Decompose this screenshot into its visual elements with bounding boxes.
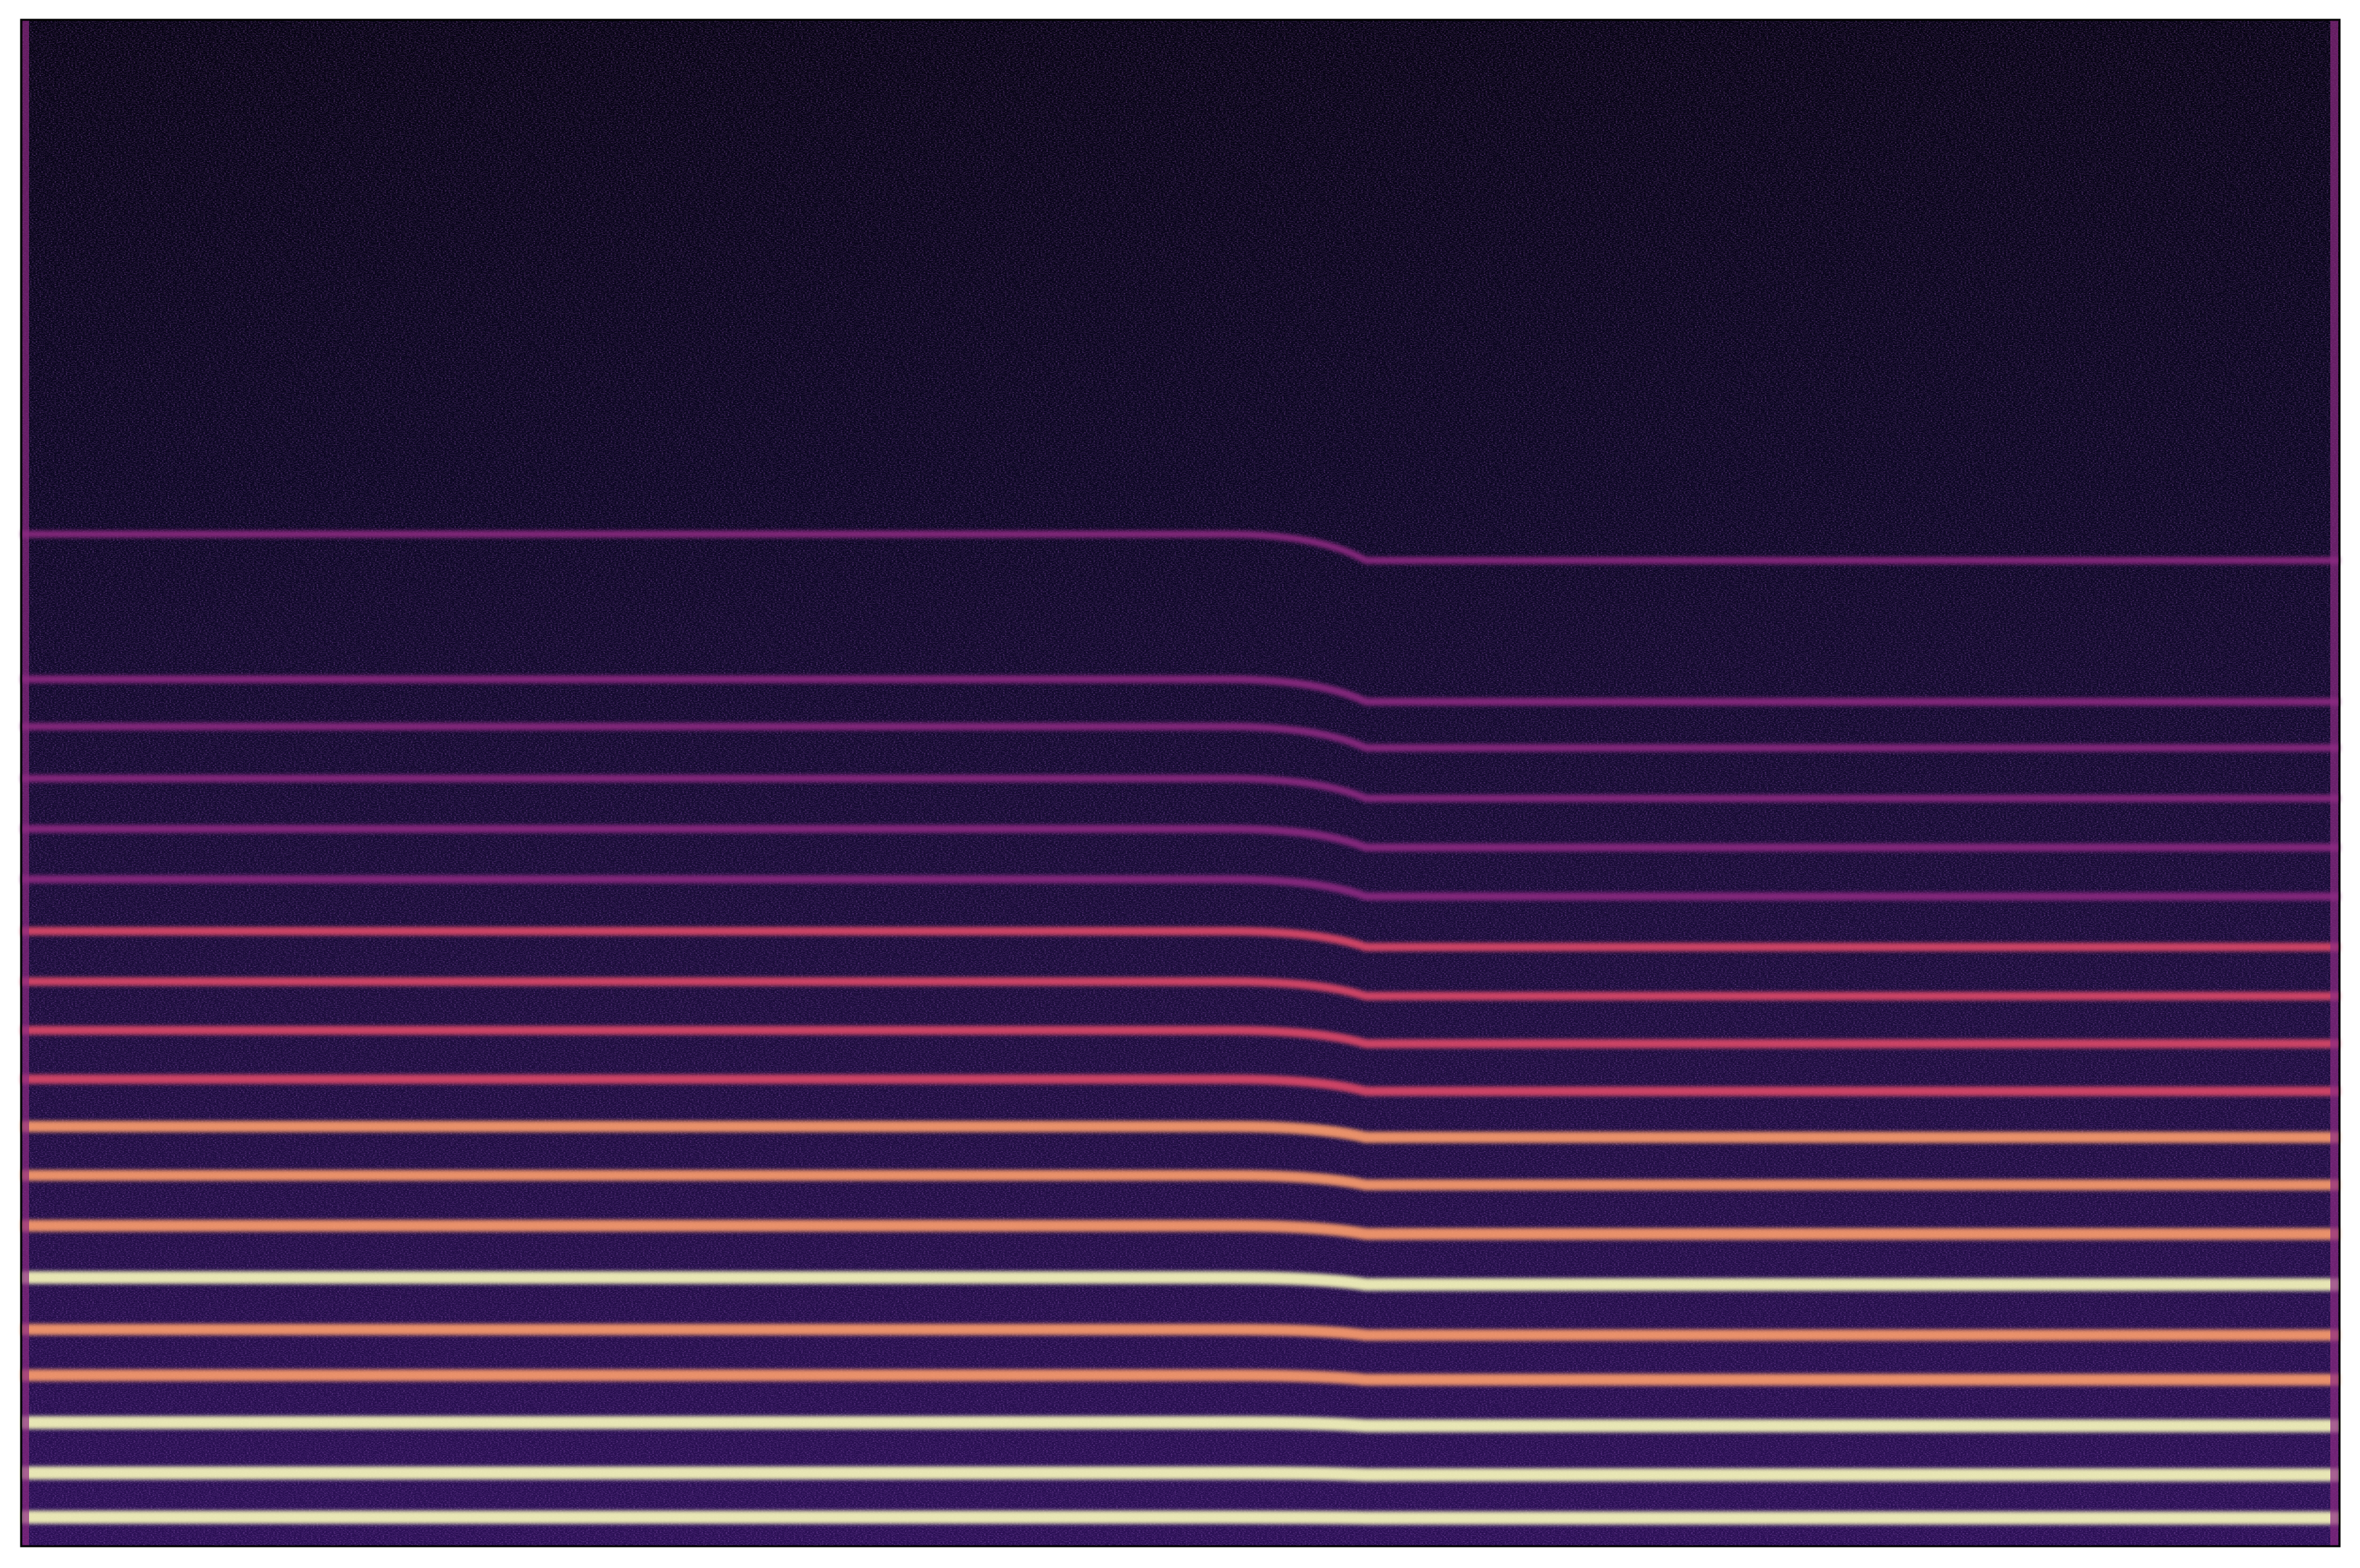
harmonic-band <box>21 875 2340 901</box>
harmonic-band <box>21 1323 2340 1341</box>
harmonic-band <box>21 675 2340 706</box>
harmonics <box>21 531 2340 1525</box>
harmonic-band <box>21 531 2340 564</box>
right-edge <box>2330 20 2338 1546</box>
harmonic-band <box>21 1271 2340 1291</box>
plot-frame <box>20 18 2341 1548</box>
harmonic-band <box>21 1416 2340 1433</box>
harmonic-band <box>21 1169 2340 1191</box>
left-edge <box>22 20 29 1546</box>
harmonic-band <box>21 1026 2340 1049</box>
harmonic-band <box>21 1511 2340 1525</box>
spectrogram-noise <box>21 20 2340 1546</box>
harmonic-band <box>21 824 2340 852</box>
harmonic-band <box>21 774 2340 802</box>
plot-area <box>21 20 2340 1546</box>
harmonic-band <box>21 723 2340 752</box>
harmonic-band <box>21 977 2340 1000</box>
harmonic-band <box>21 1074 2340 1096</box>
harmonic-band <box>21 1369 2340 1386</box>
harmonic-band <box>21 1466 2340 1482</box>
harmonic-band <box>21 927 2340 952</box>
harmonic-band <box>21 1220 2340 1240</box>
harmonic-band <box>21 1121 2340 1144</box>
